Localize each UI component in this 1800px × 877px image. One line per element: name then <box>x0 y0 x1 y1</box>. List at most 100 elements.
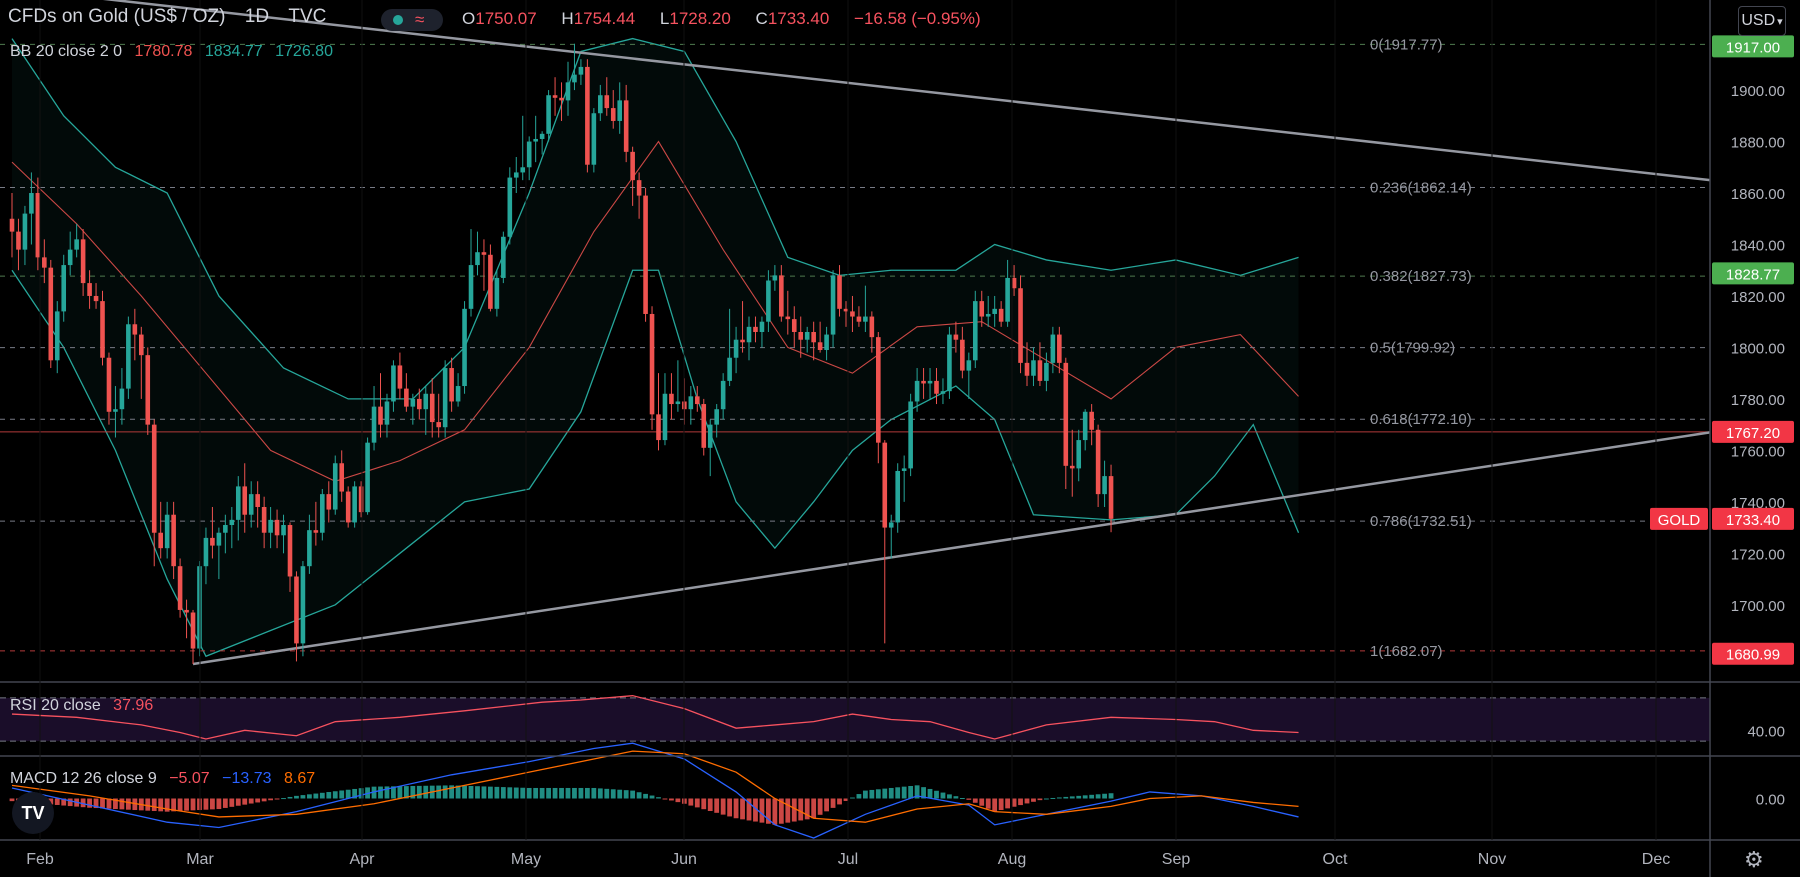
candle-body <box>281 525 286 536</box>
bb-basis-value: 1780.78 <box>134 43 193 60</box>
macd-histogram-bar <box>985 798 991 809</box>
candle-body <box>501 236 506 278</box>
candle-body <box>274 519 280 536</box>
candle-body <box>598 95 603 114</box>
candle-body <box>513 172 519 178</box>
macd-histogram-bar <box>895 787 901 799</box>
macd-histogram-bar <box>643 793 648 799</box>
ohlc-values: O1750.07 H1754.44 L1728.20 C1733.40 −16.… <box>462 9 981 28</box>
rsi-value: 37.96 <box>113 697 154 714</box>
bb-upper-value: 1834.77 <box>204 43 263 60</box>
macd-histogram-bar <box>281 798 286 800</box>
macd-histogram-bar <box>727 798 733 817</box>
macd-histogram-bar <box>203 798 209 810</box>
macd-histogram-bar <box>416 785 422 799</box>
trendline <box>192 431 1711 666</box>
x-tick-label: Apr <box>350 851 376 868</box>
macd-histogram-bar <box>565 787 571 799</box>
candle-body <box>22 213 28 250</box>
macd-axis-label: 0.00 <box>1756 792 1785 809</box>
candle-body <box>656 414 661 441</box>
macd-histogram-bar <box>475 786 480 799</box>
candle-body <box>210 537 215 546</box>
price-tag <box>1712 262 1794 285</box>
candle-body <box>798 331 804 340</box>
candle-body <box>578 66 584 75</box>
macd-histogram-bar <box>125 798 131 810</box>
candle-body <box>785 316 791 320</box>
macd-histogram-bar <box>1076 795 1082 799</box>
candle-body <box>1018 288 1023 363</box>
macd-histogram-bar <box>669 798 674 801</box>
candle-body <box>339 463 345 492</box>
macd-histogram-bar <box>339 790 345 799</box>
macd-histogram-bar <box>837 798 842 805</box>
macd-histogram-bar <box>1018 798 1023 806</box>
candle-body <box>229 519 235 526</box>
x-tick-label: Jun <box>671 851 697 868</box>
y-tick-label: 1880.00 <box>1731 135 1785 152</box>
macd-histogram-bar <box>688 798 694 806</box>
macd-legend[interactable]: MACD 12 26 close 9 −5.07 −13.73 8.67 <box>10 770 315 788</box>
macd-histogram-bar <box>720 798 726 815</box>
y-tick-label: 1840.00 <box>1731 237 1785 254</box>
rsi-legend[interactable]: RSI 20 close 37.96 <box>10 697 153 715</box>
candle-body <box>158 532 163 549</box>
candle-body <box>604 95 610 109</box>
market-status-pill[interactable]: ≈ <box>381 9 443 31</box>
candle-body <box>1050 334 1056 363</box>
candle-body <box>352 486 357 523</box>
candle-body <box>992 308 997 314</box>
candle-body <box>746 326 752 343</box>
macd-histogram-bar <box>662 798 668 800</box>
candle-body <box>300 566 306 644</box>
rsi-label: RSI 20 close <box>10 697 101 714</box>
x-tick-label: Jul <box>838 851 858 868</box>
y-tick-label: 1800.00 <box>1731 340 1785 357</box>
candle-body <box>779 275 784 317</box>
y-tick-label: 1740.00 <box>1731 495 1785 512</box>
macd-histogram-bar <box>649 795 655 799</box>
rsi-axis-label: 40.00 <box>1747 723 1785 740</box>
candle-body <box>759 321 765 332</box>
candle-body <box>287 525 293 577</box>
macd-histogram-bar <box>177 798 183 812</box>
candle-body <box>876 337 881 443</box>
symbol-tag-label: GOLD <box>1658 512 1701 529</box>
interval-label[interactable]: 1D <box>244 6 270 27</box>
macd-signal-value: −13.73 <box>222 770 272 787</box>
macd-histogram-bar <box>164 798 170 812</box>
candle-body <box>675 401 681 405</box>
candle-body <box>688 396 694 410</box>
macd-histogram-bar <box>1037 798 1043 801</box>
macd-histogram-bar <box>93 798 99 809</box>
candle-body <box>914 380 920 402</box>
candle-body <box>87 283 92 296</box>
candle-body <box>882 442 888 528</box>
gear-icon[interactable]: ⚙ <box>1744 847 1764 872</box>
x-tick-label: Nov <box>1478 851 1506 868</box>
macd-histogram-bar <box>940 792 946 799</box>
macd-histogram-bar <box>378 786 383 799</box>
bb-legend[interactable]: BB 20 close 2 0 1780.78 1834.77 1726.80 <box>10 43 333 61</box>
tradingview-logo-icon[interactable]: TV <box>12 792 54 834</box>
macd-histogram-bar <box>610 789 616 799</box>
candle-body <box>429 393 435 423</box>
symbol-name[interactable]: CFDs on Gold (US$ / OZ) <box>8 6 226 27</box>
change-value: −16.58 (−0.95%) <box>854 9 981 28</box>
currency-selector[interactable]: USD ▾ <box>1738 6 1786 36</box>
macd-histogram-bar <box>656 797 661 799</box>
fib-level-label: 0(1917.77) <box>1370 36 1443 53</box>
fib-level-label: 0.786(1732.51) <box>1370 513 1472 530</box>
macd-histogram-bar <box>888 787 894 799</box>
candle-body <box>1102 476 1107 495</box>
fib-level-label: 0.236(1862.14) <box>1370 180 1472 197</box>
macd-histogram-bar <box>947 794 952 799</box>
open-value: 1750.07 <box>475 9 537 28</box>
macd-histogram-bar <box>520 787 526 799</box>
candle-body <box>901 468 907 471</box>
candle-body <box>740 339 745 343</box>
bb-upper-line <box>11 37 1299 400</box>
candle-body <box>585 66 590 165</box>
